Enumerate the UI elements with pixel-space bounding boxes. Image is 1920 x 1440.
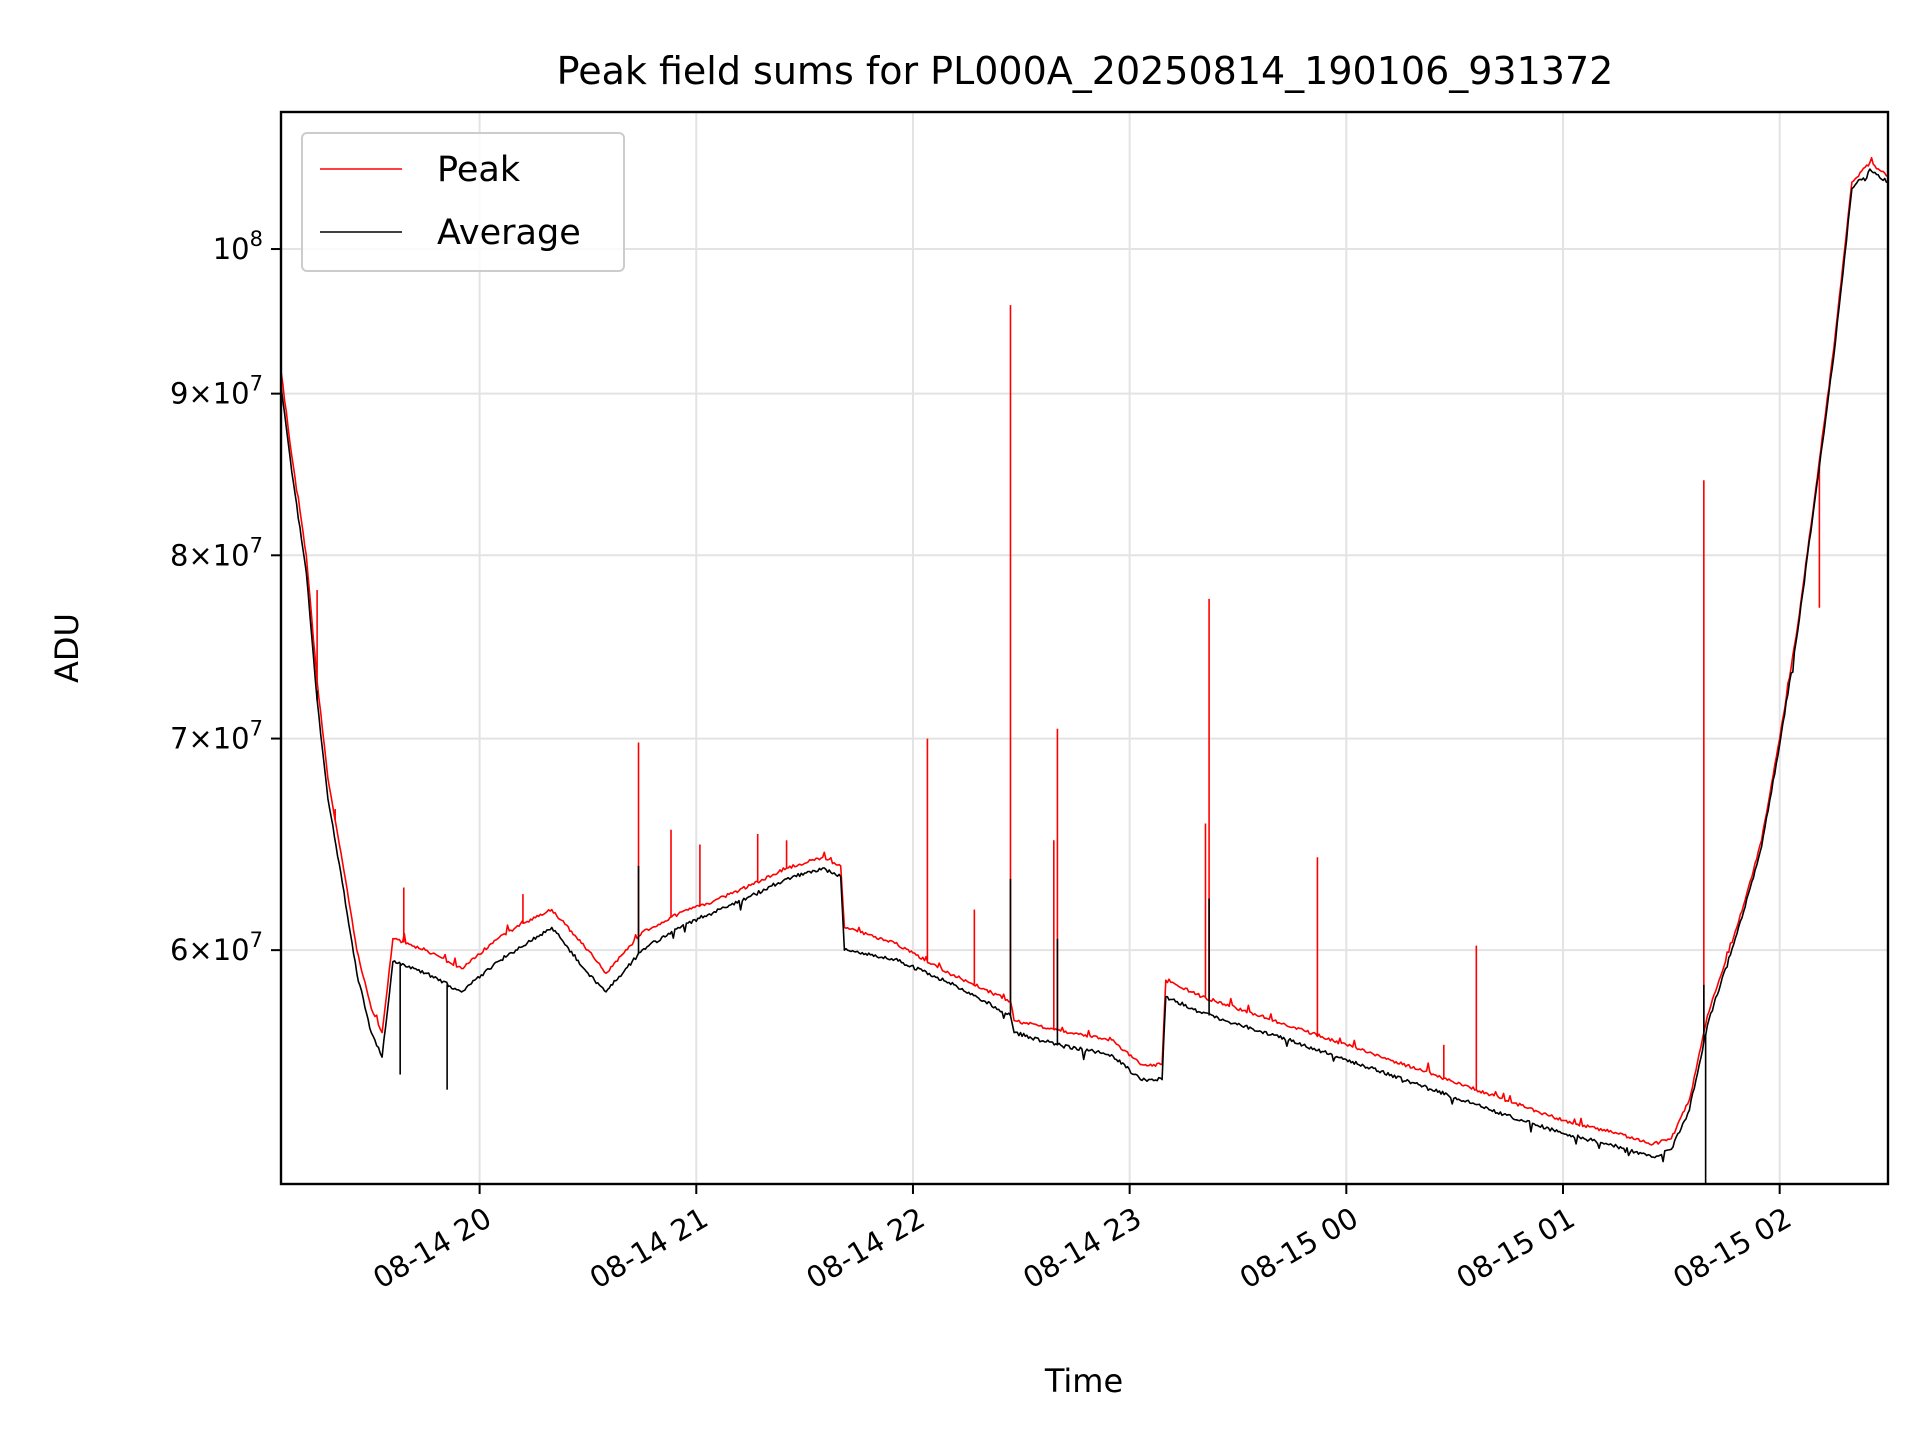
y-tick-label: 8×107 [170,533,263,572]
legend: Peak Average [301,132,625,272]
y-tick-label: 108 [213,227,263,266]
legend-label-average: Average [437,213,581,253]
y-tick-label: 9×107 [170,372,263,411]
y-tick-label: 6×107 [170,928,263,967]
y-axis-label: ADU [48,613,86,683]
series-layer [280,156,1889,1184]
legend-label-peak: Peak [437,150,521,190]
y-axis: 6×107 7×107 8×107 9×107 108 [170,227,281,967]
chart-title: Peak field sums for PL000A_20250814_1901… [557,49,1614,93]
series-line-average [280,168,1889,1163]
legend-box [301,132,625,272]
y-tick-label: 7×107 [170,717,263,756]
series-line-peak [280,156,1889,1146]
x-axis-label: Time [1044,1362,1123,1400]
plot-frame [279,110,1890,1186]
